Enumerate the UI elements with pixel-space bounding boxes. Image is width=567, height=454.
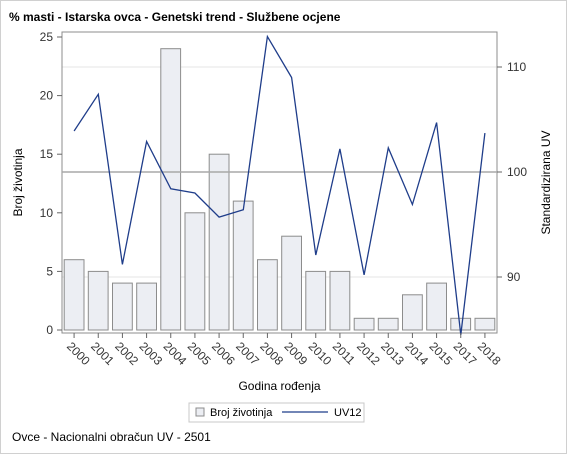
x-tick-label-2010: 2010 xyxy=(306,339,335,368)
y2-axis-label: Standardizirana UV xyxy=(539,130,553,234)
uv12-line xyxy=(73,34,486,335)
x-tick-label-2014: 2014 xyxy=(402,339,431,368)
bar-2010 xyxy=(305,270,327,331)
left-tick-label: 10 xyxy=(40,206,54,220)
bar-2003 xyxy=(136,282,157,331)
bar-2014 xyxy=(402,294,423,331)
x-tick-label-2002: 2002 xyxy=(112,339,141,368)
bar-2001 xyxy=(87,270,109,331)
x-tick-label-2012: 2012 xyxy=(354,339,383,368)
x-tick-label-2011: 2011 xyxy=(330,339,358,367)
x-tick-label-2008: 2008 xyxy=(257,339,286,368)
footnote: Ovce - Nacionalni obračun UV - 2501 xyxy=(12,430,211,444)
x-tick-label-2005: 2005 xyxy=(185,339,214,368)
bar-2011 xyxy=(329,270,351,331)
bar-2012 xyxy=(353,317,375,331)
left-tick-label: 15 xyxy=(40,147,54,161)
legend xyxy=(188,402,365,423)
bar-2007 xyxy=(232,200,254,331)
x-tick-label-2003: 2003 xyxy=(136,339,165,368)
x-tick-label-2018: 2018 xyxy=(475,339,504,368)
bar-2018 xyxy=(474,317,496,331)
x-tick-label-2009: 2009 xyxy=(281,339,310,368)
legend-bar-swatch xyxy=(195,407,205,417)
plot-area xyxy=(61,31,498,334)
left-tick-label: 0 xyxy=(46,323,53,337)
right-tick-label: 90 xyxy=(507,270,521,284)
x-tick-label-2001: 2001 xyxy=(88,339,117,368)
left-tick-label: 25 xyxy=(40,30,54,44)
bar-2009 xyxy=(281,235,303,331)
y-axis-label: Broj životinja xyxy=(11,148,25,216)
x-tick-label-2017: 2017 xyxy=(451,339,480,368)
bar-2002 xyxy=(112,282,133,331)
x-tick-label-2013: 2013 xyxy=(378,339,407,368)
x-tick-label-2007: 2007 xyxy=(233,339,262,368)
legend-label-line: UV12 xyxy=(334,407,362,419)
chart-title: % masti - Istarska ovca - Genetski trend… xyxy=(9,10,341,24)
x-axis-label: Godina rođenja xyxy=(238,379,320,393)
bar-2000 xyxy=(63,259,85,331)
bar-2013 xyxy=(377,317,399,331)
right-tick-label: 100 xyxy=(507,165,527,179)
x-tick-label-2004: 2004 xyxy=(161,339,190,368)
x-tick-label-2000: 2000 xyxy=(64,339,93,368)
x-tick-label-2015: 2015 xyxy=(426,339,455,368)
right-tick-label: 110 xyxy=(507,60,526,74)
bar-2015 xyxy=(426,282,448,331)
bar-2008 xyxy=(257,259,278,331)
left-tick-label: 5 xyxy=(46,264,53,278)
legend-label-bars: Broj životinja xyxy=(210,407,273,419)
x-tick-label-2006: 2006 xyxy=(209,339,238,368)
bar-2006 xyxy=(208,153,230,331)
left-tick-label: 20 xyxy=(40,89,54,103)
bar-2005 xyxy=(184,212,206,331)
